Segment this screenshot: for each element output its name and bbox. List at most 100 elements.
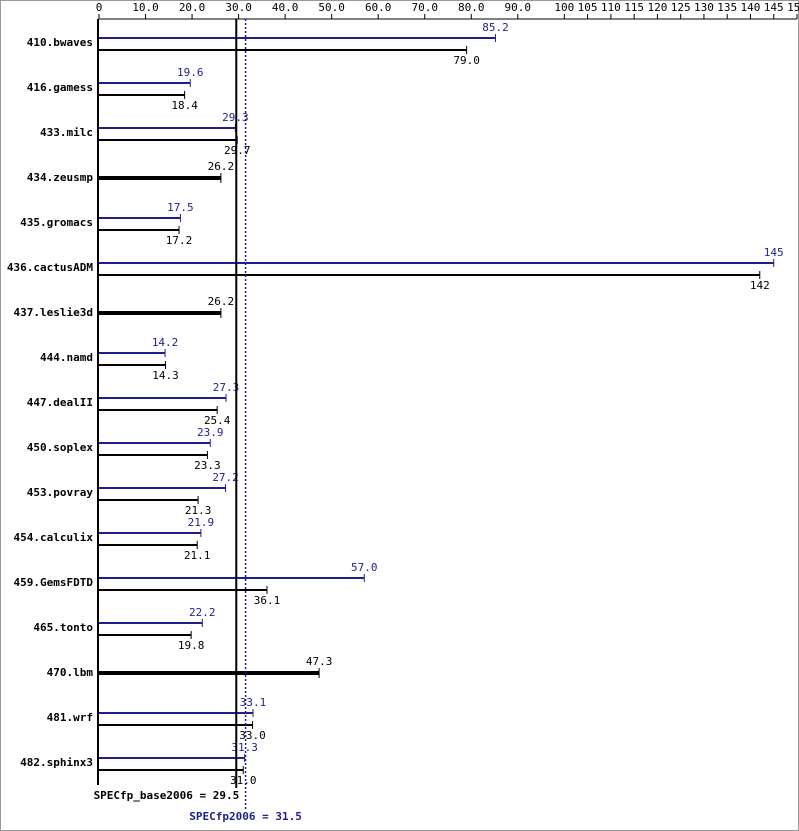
value-label: 19.6 (177, 66, 204, 79)
bar (99, 94, 185, 96)
value-label: 27.3 (213, 381, 240, 394)
value-label: 17.5 (167, 201, 194, 214)
x-tick-label: 40.0 (272, 1, 299, 14)
bar (99, 532, 201, 534)
x-tick-label: 105 (578, 1, 598, 14)
bar (99, 176, 221, 180)
category-label: 444.namd (40, 351, 93, 364)
x-tick-label: 140 (741, 1, 761, 14)
x-tick-label: 125 (671, 1, 691, 14)
value-label: 23.9 (197, 426, 224, 439)
x-tick-label: 115 (624, 1, 644, 14)
value-label: 19.8 (178, 639, 205, 652)
bar (99, 499, 199, 501)
category-label: 435.gromacs (20, 216, 93, 229)
category-label: 465.tonto (33, 621, 93, 634)
value-label: 21.1 (184, 549, 211, 562)
bar (99, 262, 774, 264)
bar (99, 577, 365, 579)
value-label: 31.3 (231, 741, 258, 754)
value-label: 85.2 (482, 21, 509, 34)
bar (99, 589, 267, 591)
value-label: 36.1 (254, 594, 281, 607)
value-label: 21.3 (185, 504, 212, 517)
bar (99, 364, 166, 366)
category-label: 416.gamess (27, 81, 93, 94)
bar (99, 634, 192, 636)
category-label: 459.GemsFDTD (14, 576, 94, 589)
category-label: 410.bwaves (27, 36, 93, 49)
x-tick-label: 80.0 (458, 1, 485, 14)
bar (99, 37, 496, 39)
bar (99, 442, 211, 444)
bar (99, 622, 203, 624)
x-tick-label: 145 (764, 1, 784, 14)
bar (99, 127, 236, 129)
value-label: 23.3 (194, 459, 221, 472)
bar (99, 82, 191, 84)
bar (99, 712, 254, 714)
bar (99, 352, 166, 354)
value-label: 14.3 (152, 369, 179, 382)
x-tick-label: 100 (554, 1, 574, 14)
x-tick-label: 10.0 (132, 1, 159, 14)
bar (99, 769, 244, 771)
value-label: 21.9 (188, 516, 215, 529)
bar (99, 49, 467, 51)
x-tick-label: 70.0 (411, 1, 438, 14)
x-tick-label: 110 (601, 1, 621, 14)
bar (99, 544, 198, 546)
category-label: 434.zeusmp (27, 171, 94, 184)
category-label: 437.leslie3d (14, 306, 93, 319)
x-tick-label: 0 (96, 1, 103, 14)
value-label: 26.2 (208, 160, 235, 173)
x-tick-label: 50.0 (318, 1, 345, 14)
value-label: 18.4 (171, 99, 198, 112)
x-tick-label: 30.0 (225, 1, 252, 14)
x-tick-label: 135 (717, 1, 737, 14)
value-label: 57.0 (351, 561, 378, 574)
category-label: 433.milc (40, 126, 93, 139)
x-tick-label: 20.0 (179, 1, 206, 14)
x-tick-label: 60.0 (365, 1, 392, 14)
category-label: 447.dealII (27, 396, 93, 409)
value-label: 25.4 (204, 414, 231, 427)
value-label: 33.1 (240, 696, 267, 709)
bar (99, 409, 218, 411)
bar (99, 397, 227, 399)
bar (99, 274, 760, 276)
category-label: 470.lbm (47, 666, 94, 679)
bar (99, 454, 208, 456)
category-label: 450.soplex (27, 441, 94, 454)
bar (99, 139, 238, 141)
value-label: 14.2 (152, 336, 179, 349)
value-label: 79.0 (453, 54, 480, 67)
x-tick-label: 150 (787, 1, 799, 14)
value-label: 26.2 (208, 295, 235, 308)
bar (99, 311, 221, 315)
value-label: 22.2 (189, 606, 216, 619)
value-label: 47.3 (306, 655, 333, 668)
value-label: 31.0 (230, 774, 257, 787)
value-label: 27.2 (212, 471, 239, 484)
bar (99, 229, 180, 231)
value-label: 17.2 (166, 234, 193, 247)
bar (99, 217, 181, 219)
value-label: 142 (750, 279, 770, 292)
reference-label: SPECfp_base2006 = 29.5 (94, 789, 240, 802)
x-tick-label: 120 (647, 1, 667, 14)
x-tick-label: 130 (694, 1, 714, 14)
bar (99, 671, 320, 675)
category-label: 482.sphinx3 (20, 756, 93, 769)
category-label: 436.cactusADM (7, 261, 93, 274)
bar (99, 724, 253, 726)
category-label: 453.povray (27, 486, 94, 499)
reference-label: SPECfp2006 = 31.5 (189, 810, 302, 823)
category-label: 481.wrf (47, 711, 93, 724)
category-label: 454.calculix (14, 531, 94, 544)
bar (99, 757, 245, 759)
x-tick-label: 90.0 (505, 1, 532, 14)
value-label: 145 (764, 246, 784, 259)
bar (99, 487, 226, 489)
